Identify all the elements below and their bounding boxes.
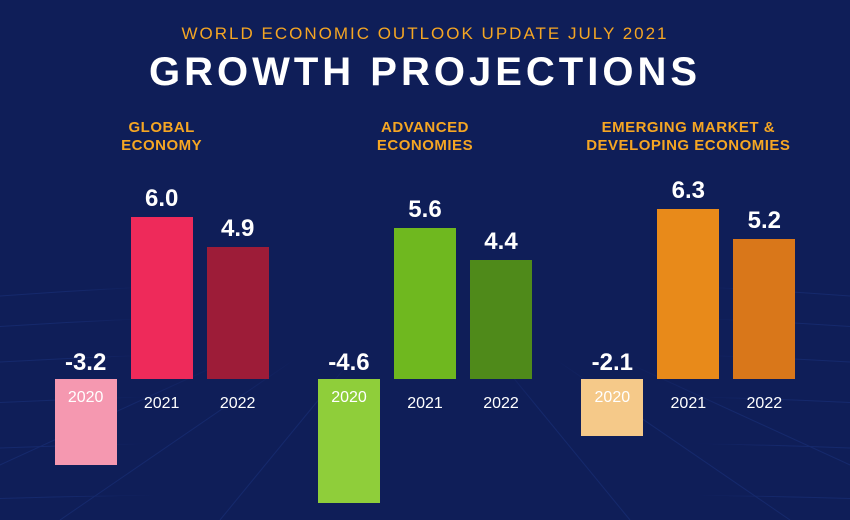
bars-group: -3.2 2020 6.0 2021 4.9 2022 (40, 169, 283, 489)
bar (733, 239, 795, 379)
year-label: 2021 (657, 395, 719, 413)
year-label: 2020 (55, 389, 117, 407)
year-label: 2020 (581, 389, 643, 407)
chart-title: GLOBAL ECONOMY (121, 117, 202, 157)
charts-row: GLOBAL ECONOMY-3.220206.020214.92022ADVA… (40, 117, 810, 489)
bar-column: 6.3 2021 (657, 169, 719, 489)
value-label: 5.2 (733, 207, 795, 235)
value-label: 5.6 (394, 196, 456, 224)
bar-column: -2.1 2020 (581, 169, 643, 489)
plot-area: -2.1 2020 6.3 2021 5.2 2022 (567, 169, 810, 489)
year-label: 2021 (394, 395, 456, 413)
bar-column: 5.2 2022 (733, 169, 795, 489)
bar-column: -4.6 2020 (318, 169, 380, 489)
chart-title: ADVANCED ECONOMIES (377, 117, 473, 157)
value-label: 6.3 (657, 177, 719, 205)
value-label: -3.2 (55, 349, 117, 377)
value-label: 6.0 (131, 185, 193, 213)
bar (131, 217, 193, 379)
chart-title: EMERGING MARKET & DEVELOPING ECONOMIES (586, 117, 790, 157)
year-label: 2020 (318, 389, 380, 407)
subtitle: WORLD ECONOMIC OUTLOOK UPDATE JULY 2021 (40, 24, 810, 44)
bar (394, 228, 456, 379)
value-label: -4.6 (318, 349, 380, 377)
bar-column: 6.0 2021 (131, 169, 193, 489)
bar (581, 379, 643, 436)
chart-emerging-economies: EMERGING MARKET & DEVELOPING ECONOMIES -2… (567, 117, 810, 489)
bars-group: -4.6 2020 5.6 2021 4.4 2022 (303, 169, 546, 489)
bar (657, 209, 719, 379)
main-title: GROWTH PROJECTIONS (40, 50, 810, 95)
chart-global-economy: GLOBAL ECONOMY -3.2 2020 6.0 2021 4.9 2022 (40, 117, 283, 489)
bar (207, 247, 269, 379)
plot-area: -4.6 2020 5.6 2021 4.4 2022 (303, 169, 546, 489)
value-label: 4.9 (207, 215, 269, 243)
bar-column: -3.2 2020 (55, 169, 117, 489)
year-label: 2022 (733, 395, 795, 413)
value-label: 4.4 (470, 228, 532, 256)
content: WORLD ECONOMIC OUTLOOK UPDATE JULY 2021 … (0, 0, 850, 520)
bar (470, 260, 532, 379)
chart-advanced-economies: ADVANCED ECONOMIES -4.6 2020 5.6 2021 4.4 2022 (303, 117, 546, 489)
bars-group: -2.1 2020 6.3 2021 5.2 2022 (567, 169, 810, 489)
year-label: 2022 (207, 395, 269, 413)
year-label: 2022 (470, 395, 532, 413)
bar-column: 4.9 2022 (207, 169, 269, 489)
bar-column: 4.4 2022 (470, 169, 532, 489)
plot-area: -3.2 2020 6.0 2021 4.9 2022 (40, 169, 283, 489)
value-label: -2.1 (581, 349, 643, 377)
year-label: 2021 (131, 395, 193, 413)
bar-column: 5.6 2021 (394, 169, 456, 489)
